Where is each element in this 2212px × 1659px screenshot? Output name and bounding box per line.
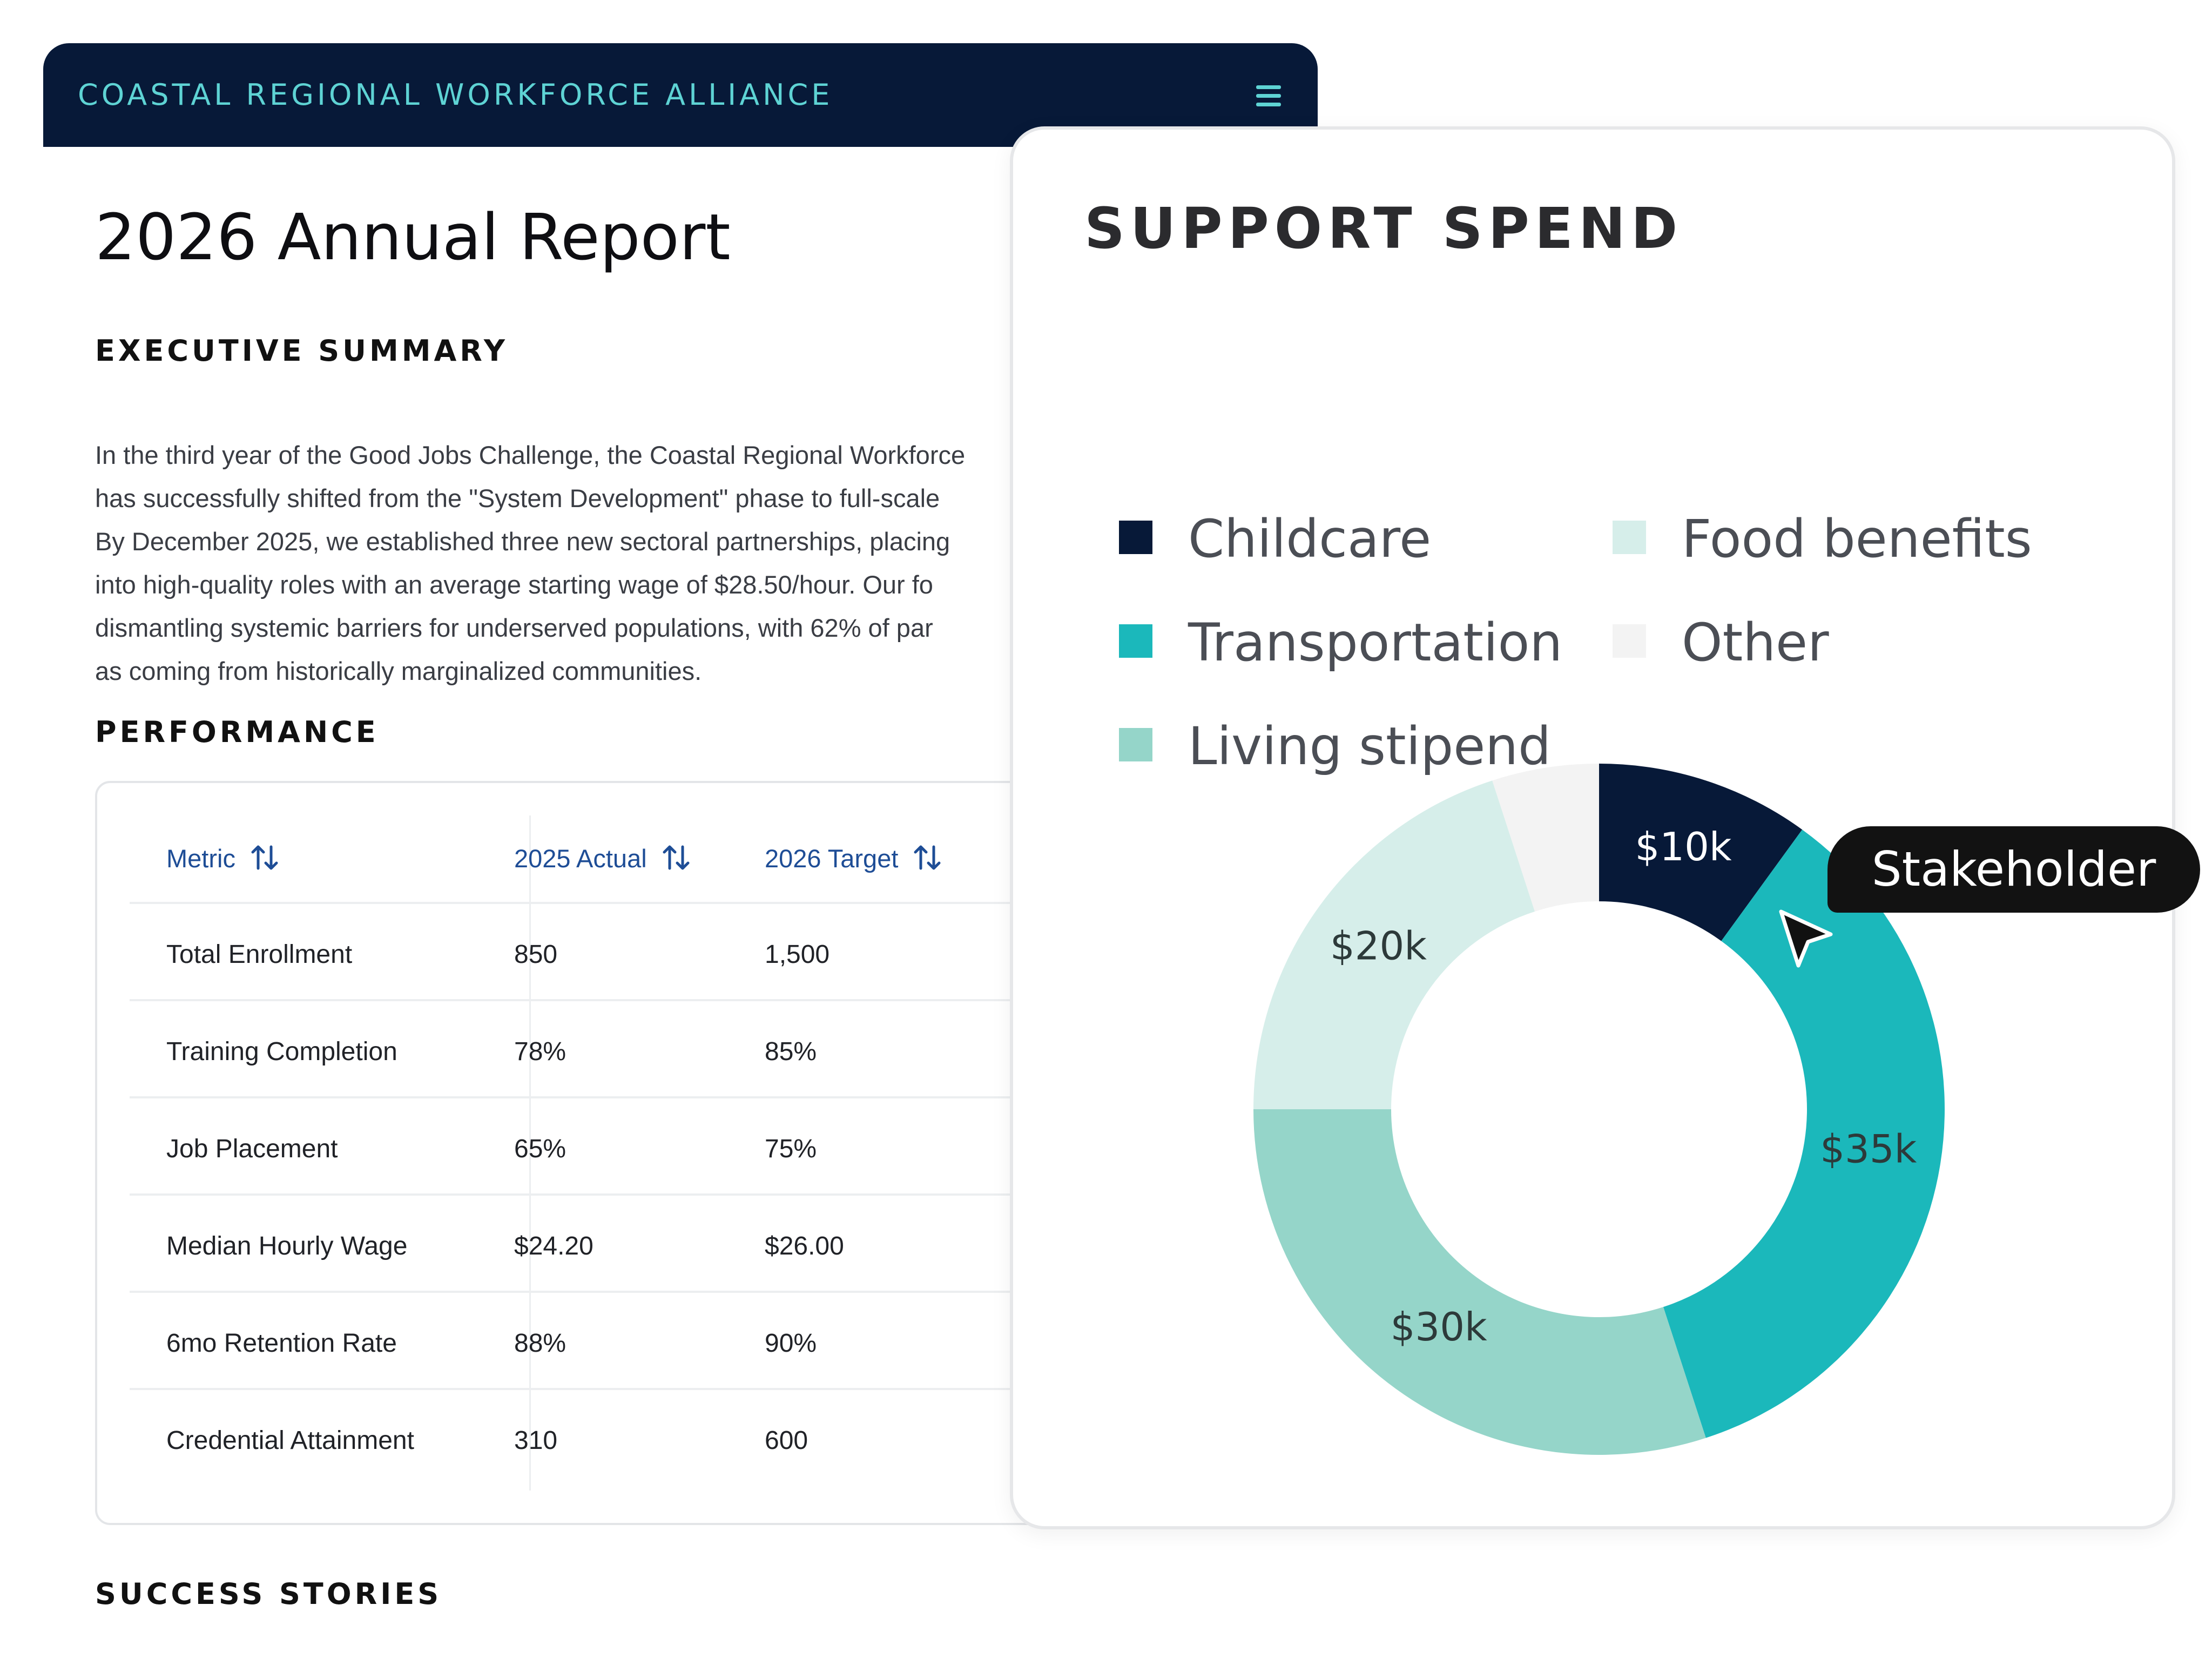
executive-summary-text: In the third year of the Good Jobs Chall… bbox=[95, 440, 1094, 710]
slice-value-label: $35k bbox=[1820, 1127, 1917, 1172]
cell-metric: Total Enrollment bbox=[166, 940, 353, 969]
legend-label: Transportation bbox=[1188, 612, 1563, 673]
slice-value-label: $10k bbox=[1635, 824, 1731, 869]
summary-line: By December 2025, we established three n… bbox=[95, 527, 950, 556]
sort-arrows-icon[interactable] bbox=[912, 842, 942, 879]
chart-title: SUPPORT SPEND bbox=[1084, 195, 1683, 261]
donut-slice-other[interactable] bbox=[1492, 764, 1599, 912]
menu-icon-bar bbox=[1256, 94, 1281, 98]
donut-slice-food-benefits[interactable] bbox=[1253, 780, 1535, 1109]
legend-swatch bbox=[1119, 624, 1152, 658]
column-header-2026-target[interactable]: 2026 Target bbox=[765, 842, 942, 879]
cell-2026-target: 1,500 bbox=[765, 940, 830, 969]
slice-value-label: $30k bbox=[1391, 1304, 1487, 1350]
organization-name[interactable]: COASTAL REGIONAL WORKFORCE ALLIANCE bbox=[78, 78, 833, 112]
row-divider bbox=[130, 1291, 1231, 1293]
cell-2026-target: 90% bbox=[765, 1329, 817, 1358]
column-header-metric[interactable]: Metric bbox=[166, 842, 280, 879]
summary-line: into high-quality roles with an average … bbox=[95, 570, 933, 599]
cell-2025-actual: 78% bbox=[514, 1037, 567, 1066]
legend-swatch bbox=[1613, 624, 1646, 658]
cell-2025-actual: 88% bbox=[514, 1329, 567, 1358]
sort-arrows-icon[interactable] bbox=[661, 842, 691, 879]
donut-slice-living-stipend[interactable] bbox=[1253, 1109, 1706, 1455]
legend-label: Other bbox=[1682, 612, 1829, 673]
row-divider bbox=[130, 1388, 1231, 1390]
stakeholder-tooltip: Stakeholder bbox=[1827, 826, 2200, 913]
column-header-2025-actual[interactable]: 2025 Actual bbox=[514, 842, 691, 879]
legend-label: Childcare bbox=[1188, 509, 1432, 569]
cell-2026-target: $26.00 bbox=[765, 1232, 844, 1260]
column-divider bbox=[529, 815, 531, 1491]
legend-swatch bbox=[1119, 521, 1152, 554]
success-stories-heading: SUCCESS STORIES bbox=[95, 1577, 442, 1611]
legend-label: Food benefits bbox=[1682, 509, 2032, 569]
summary-line: dismantling systemic barriers for unders… bbox=[95, 613, 933, 642]
menu-icon-bar bbox=[1256, 103, 1281, 106]
cell-2026-target: 600 bbox=[765, 1426, 808, 1455]
cell-metric: Training Completion bbox=[166, 1037, 397, 1066]
hamburger-menu-icon[interactable] bbox=[1253, 82, 1285, 110]
cell-metric: Job Placement bbox=[166, 1135, 338, 1163]
column-header-label: 2025 Actual bbox=[514, 844, 647, 873]
summary-line: has successfully shifted from the "Syste… bbox=[95, 484, 940, 512]
legend-swatch bbox=[1613, 521, 1646, 554]
cell-2025-actual: $24.20 bbox=[514, 1232, 594, 1260]
column-header-label: Metric bbox=[166, 844, 235, 873]
legend-swatch bbox=[1119, 728, 1152, 761]
slice-value-label: $20k bbox=[1330, 923, 1427, 969]
performance-heading: PERFORMANCE bbox=[95, 715, 379, 749]
tooltip-text: Stakeholder bbox=[1871, 841, 2156, 897]
cell-2026-target: 75% bbox=[765, 1135, 817, 1163]
cell-2025-actual: 65% bbox=[514, 1135, 567, 1163]
row-divider bbox=[130, 1096, 1231, 1098]
summary-line: In the third year of the Good Jobs Chall… bbox=[95, 441, 966, 469]
donut-chart: $10k $35k $30k $20k bbox=[1253, 764, 1945, 1455]
menu-icon-bar bbox=[1256, 85, 1281, 89]
legend-label: Living stipend bbox=[1188, 716, 1552, 777]
cell-metric: Credential Attainment bbox=[166, 1426, 414, 1455]
page-title: 2026 Annual Report bbox=[95, 200, 731, 274]
row-divider bbox=[130, 1193, 1231, 1196]
executive-summary-heading: EXECUTIVE SUMMARY bbox=[95, 334, 509, 368]
row-divider bbox=[130, 902, 1231, 904]
mouse-pointer-icon bbox=[1777, 908, 1836, 973]
cell-2025-actual: 850 bbox=[514, 940, 558, 969]
donut-slice-transportation[interactable] bbox=[1663, 830, 1945, 1438]
cell-metric: 6mo Retention Rate bbox=[166, 1329, 397, 1358]
row-divider bbox=[130, 999, 1231, 1001]
cell-2026-target: 85% bbox=[765, 1037, 817, 1066]
cell-2025-actual: 310 bbox=[514, 1426, 558, 1455]
sort-arrows-icon[interactable] bbox=[249, 842, 280, 879]
cell-metric: Median Hourly Wage bbox=[166, 1232, 408, 1260]
column-header-label: 2026 Target bbox=[765, 844, 899, 873]
donut-slice-childcare[interactable] bbox=[1599, 764, 1803, 941]
summary-line: as coming from historically marginalized… bbox=[95, 657, 702, 685]
